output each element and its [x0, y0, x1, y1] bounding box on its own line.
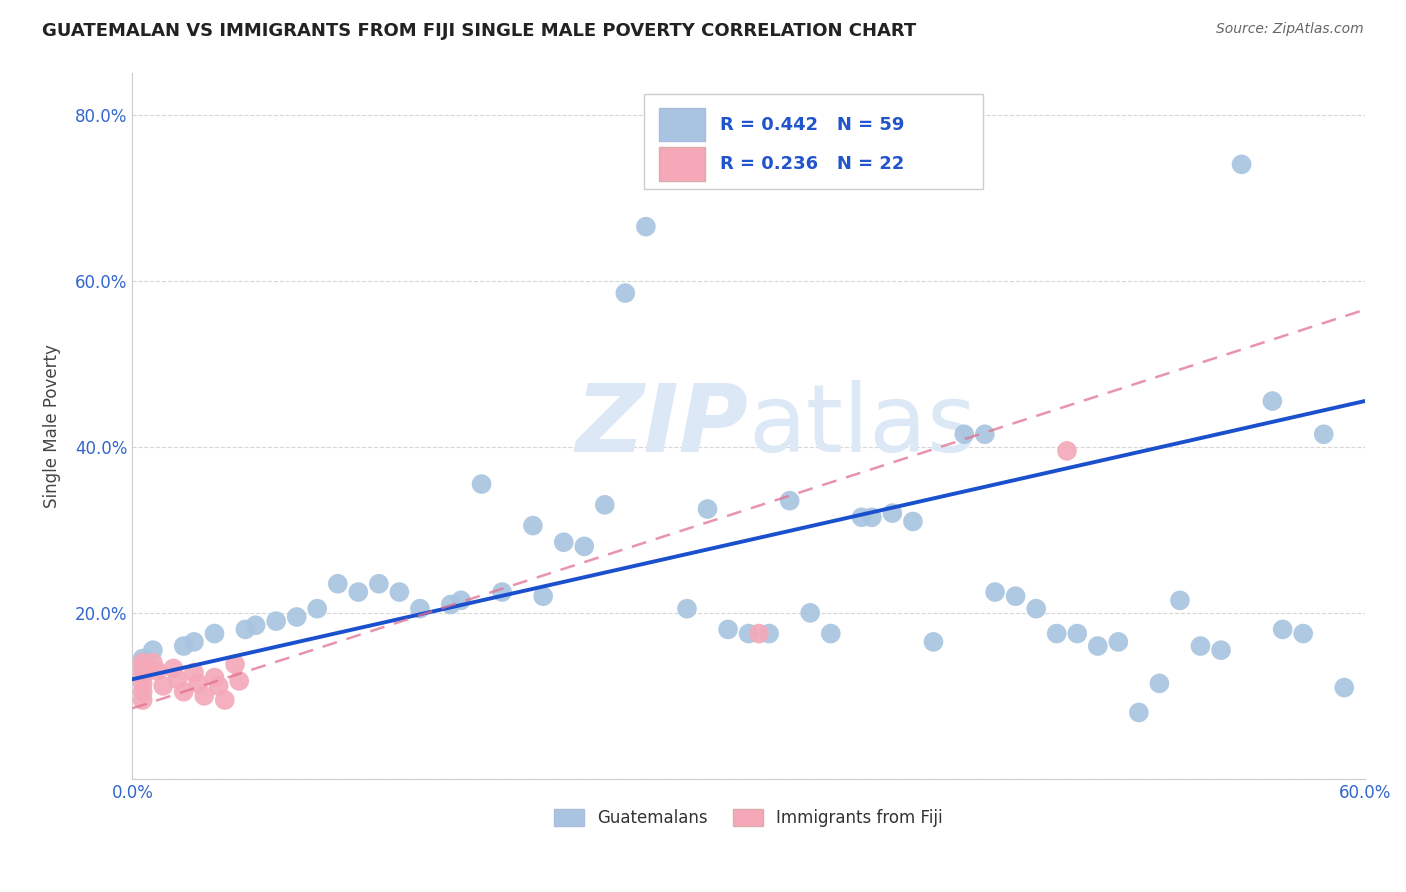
Point: [285, 610, 308, 624]
Point: [131, 693, 153, 707]
Text: atlas: atlas: [748, 380, 977, 472]
Point: [162, 661, 184, 675]
Point: [187, 676, 209, 690]
Point: [326, 576, 349, 591]
Point: [820, 626, 842, 640]
Point: [779, 493, 801, 508]
Point: [307, 601, 329, 615]
Point: [758, 626, 780, 640]
Point: [347, 585, 370, 599]
Point: [860, 510, 883, 524]
Point: [1261, 394, 1284, 409]
Point: [593, 498, 616, 512]
Point: [1046, 626, 1069, 640]
Point: [146, 664, 169, 678]
Point: [131, 661, 153, 675]
Point: [748, 626, 770, 640]
Bar: [658, 147, 706, 181]
Point: [471, 477, 494, 491]
Point: [214, 693, 236, 707]
Point: [634, 219, 657, 234]
Point: [717, 623, 740, 637]
Point: [1292, 626, 1315, 640]
Point: [1209, 643, 1232, 657]
Point: [1149, 676, 1171, 690]
Point: [131, 656, 153, 670]
Point: [173, 639, 195, 653]
Point: [737, 626, 759, 640]
Point: [183, 635, 205, 649]
Point: [676, 601, 699, 615]
Legend: Guatemalans, Immigrants from Fiji: Guatemalans, Immigrants from Fiji: [547, 803, 949, 834]
Point: [233, 623, 256, 637]
Text: R = 0.442   N = 59: R = 0.442 N = 59: [720, 115, 904, 134]
Text: GUATEMALAN VS IMMIGRANTS FROM FIJI SINGLE MALE POVERTY CORRELATION CHART: GUATEMALAN VS IMMIGRANTS FROM FIJI SINGL…: [42, 22, 917, 40]
Point: [953, 427, 976, 442]
FancyBboxPatch shape: [644, 95, 983, 189]
Text: ZIP: ZIP: [575, 380, 748, 472]
Point: [204, 671, 226, 685]
Point: [183, 665, 205, 680]
Point: [388, 585, 411, 599]
Y-axis label: Single Male Poverty: Single Male Poverty: [44, 344, 60, 508]
Point: [1271, 623, 1294, 637]
Point: [224, 657, 246, 672]
Point: [1128, 706, 1150, 720]
Point: [166, 672, 188, 686]
Bar: [658, 108, 706, 142]
Point: [1087, 639, 1109, 653]
Point: [142, 643, 165, 657]
Point: [491, 585, 513, 599]
Point: [228, 673, 250, 688]
Point: [1168, 593, 1191, 607]
Text: R = 0.236   N = 22: R = 0.236 N = 22: [720, 155, 904, 173]
Text: Source: ZipAtlas.com: Source: ZipAtlas.com: [1216, 22, 1364, 37]
Point: [1107, 635, 1129, 649]
Point: [1066, 626, 1088, 640]
Point: [922, 635, 945, 649]
Point: [131, 668, 153, 682]
Point: [799, 606, 821, 620]
Point: [1025, 601, 1047, 615]
Point: [522, 518, 544, 533]
Point: [152, 679, 174, 693]
Point: [450, 593, 472, 607]
Point: [208, 679, 231, 693]
Point: [193, 689, 215, 703]
Point: [440, 598, 463, 612]
Point: [901, 515, 924, 529]
Point: [131, 651, 153, 665]
Point: [1004, 589, 1026, 603]
Point: [1189, 639, 1212, 653]
Point: [131, 676, 153, 690]
Point: [984, 585, 1007, 599]
Point: [173, 684, 195, 698]
Point: [696, 502, 718, 516]
Point: [1056, 443, 1078, 458]
Point: [851, 510, 873, 524]
Point: [245, 618, 267, 632]
Point: [264, 614, 287, 628]
Point: [1333, 681, 1355, 695]
Point: [1230, 157, 1253, 171]
Point: [1312, 427, 1334, 442]
Point: [531, 589, 554, 603]
Point: [973, 427, 995, 442]
Point: [367, 576, 389, 591]
Point: [409, 601, 432, 615]
Point: [614, 286, 637, 301]
Point: [131, 684, 153, 698]
Point: [142, 656, 165, 670]
Point: [882, 506, 904, 520]
Point: [204, 626, 226, 640]
Point: [574, 540, 596, 554]
Point: [553, 535, 575, 549]
